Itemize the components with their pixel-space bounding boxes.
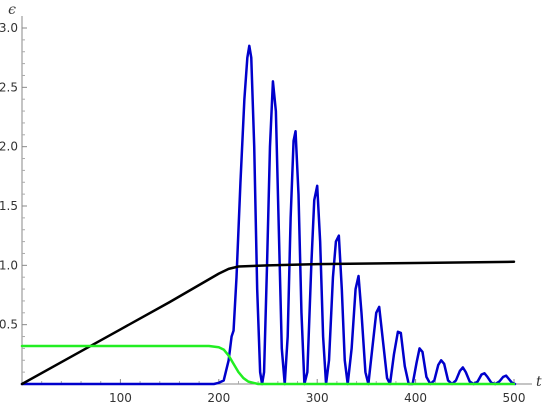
series-line-1 [20,260,516,386]
y-tick-label: 1.0 [0,258,18,272]
x-tick-label: 500 [503,391,526,405]
y-axis-label: ϵ [8,2,16,18]
series-line-0 [20,44,517,386]
y-tick-label: 2.5 [0,80,18,94]
x-tick-label: 400 [404,391,427,405]
y-tick-label: 0.5 [0,318,18,332]
y-tick-label: 2.0 [0,140,18,154]
x-tick-label: 100 [109,391,132,405]
x-axis-label: t [536,374,542,390]
y-tick-label: 3.0 [0,21,18,35]
x-tick-label: 200 [207,391,230,405]
x-tick-label: 300 [306,391,329,405]
y-tick-label: 1.5 [0,199,18,213]
series-line-2 [20,344,516,386]
